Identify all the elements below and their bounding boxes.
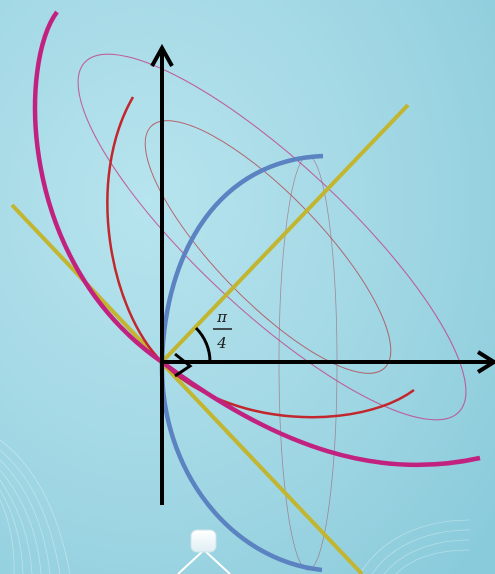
arrow-right-icon [476,350,495,374]
watermark-waves-right [359,519,471,574]
tangent-line-diagonal [10,203,364,574]
arrow-up-icon [150,43,174,67]
angle-label-numerator: π [216,308,228,326]
angle-arc-icon [194,326,212,363]
tangent-line-pi-over-4 [160,103,410,364]
rounded-square-node-icon [177,529,231,574]
x-axis [162,350,495,374]
watermark-waves-left [0,439,71,574]
origin-chevron-icon [174,352,193,378]
y-axis [150,43,174,505]
angle-label: π 4 [213,308,232,352]
angle-label-denominator: 4 [216,334,227,352]
